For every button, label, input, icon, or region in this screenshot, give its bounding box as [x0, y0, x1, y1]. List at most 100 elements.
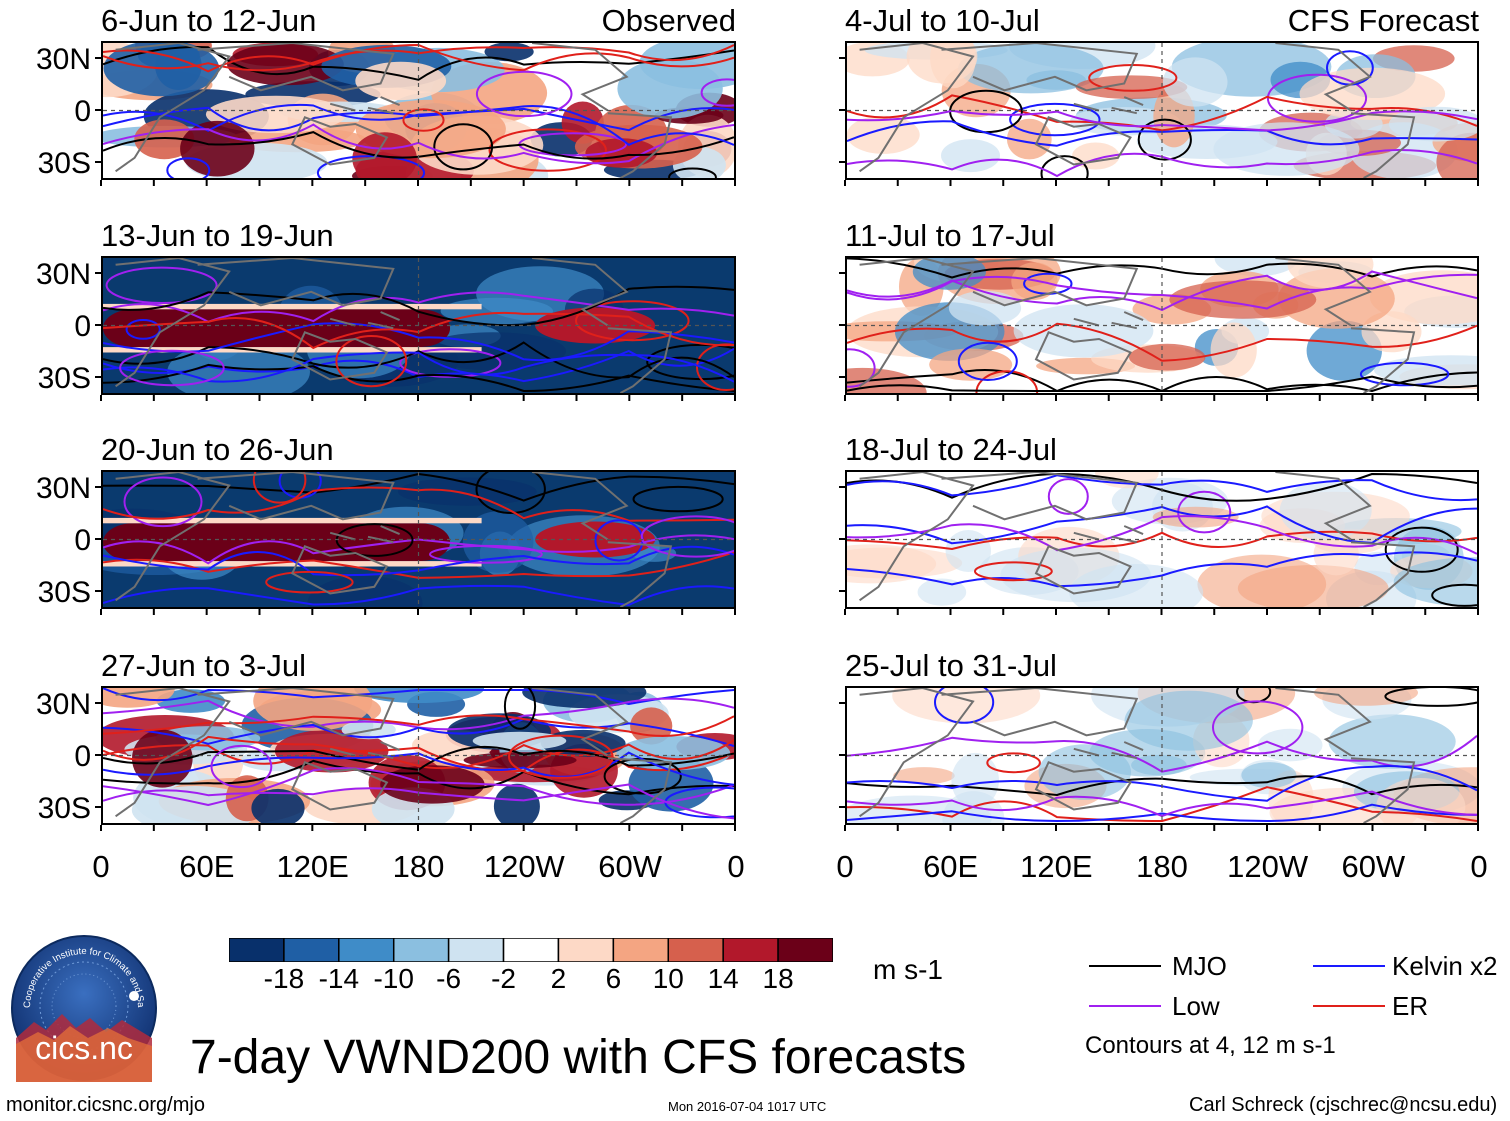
- land-outline: [115, 688, 231, 818]
- land-outline: [607, 112, 673, 178]
- land-outline: [1073, 311, 1144, 330]
- colorbar-label: 18: [762, 963, 794, 994]
- land-outline: [115, 43, 231, 173]
- y-tick-label: 30S: [37, 792, 91, 825]
- x-tick-label: 180: [1136, 849, 1188, 884]
- footer-url: monitor.cicsnc.org/mjo: [6, 1094, 205, 1116]
- x-tick-label: 60W: [598, 849, 663, 884]
- panel-title-obs4: 27-Jun to 3-Jul: [101, 648, 307, 683]
- map-ticks: [839, 486, 1479, 615]
- land-outline: [1073, 741, 1144, 760]
- colorbar-units: m s-1: [873, 954, 943, 985]
- map-ticks: [839, 702, 1479, 831]
- land-outline: [1275, 472, 1372, 541]
- land-outline: [329, 96, 400, 115]
- land-outline: [290, 545, 389, 595]
- land-outline: [197, 688, 395, 737]
- colorbar-swatch: [283, 937, 340, 963]
- map-shading: [103, 258, 734, 393]
- land-outline: [115, 258, 231, 388]
- land-outline: [1034, 331, 1132, 381]
- map-shading: [103, 43, 734, 178]
- x-tick-label: 0: [727, 849, 745, 884]
- panel-title-fc3: 18-Jul to 24-Jul: [845, 432, 1057, 467]
- land-outline: [859, 472, 975, 602]
- land-outline: [329, 311, 400, 330]
- land-outline: [1034, 545, 1132, 595]
- legend-line-mjo: [1089, 965, 1161, 967]
- map-panel-obs4: [101, 686, 736, 825]
- colorbar-swatch: [777, 937, 834, 963]
- map-shading: [847, 258, 1477, 393]
- land-outline: [607, 327, 673, 393]
- logo-wordmark: cics.nc: [35, 1030, 133, 1066]
- x-tick-label: 120W: [483, 849, 565, 884]
- y-tick-label: 0: [74, 524, 91, 557]
- map-shading: [847, 688, 1477, 823]
- map-shading: [847, 472, 1477, 607]
- land-outline: [1350, 541, 1416, 607]
- land-outline: [1275, 688, 1372, 757]
- land-outline: [197, 472, 395, 521]
- y-tick-label: 0: [74, 95, 91, 128]
- logo-graphic: Cooperative Institute for Climate and Sa…: [7, 926, 157, 1082]
- colorbar-swatch: [557, 937, 615, 963]
- panel-title-fc4: 25-Jul to 31-Jul: [845, 648, 1057, 683]
- land-outline: [1034, 116, 1132, 166]
- map-panel-obs3: [101, 470, 736, 609]
- x-tick-label: 0: [92, 849, 110, 884]
- panel-title-fc2: 11-Jul to 17-Jul: [845, 218, 1055, 253]
- y-tick-label: 0: [74, 310, 91, 343]
- land-outline: [1275, 43, 1372, 112]
- map-ticks: [839, 272, 1479, 401]
- panel-title-fc1: 4-Jul to 10-Jul: [845, 3, 1040, 38]
- land-outline: [531, 472, 629, 541]
- land-outline: [1073, 525, 1144, 544]
- legend-label-kelvin: Kelvin x2: [1392, 951, 1498, 981]
- land-outline: [607, 541, 673, 607]
- land-outline: [1350, 327, 1416, 393]
- colorbar-swatch: [338, 937, 395, 963]
- x-tick-label: 60W: [1341, 849, 1406, 884]
- map-ticks: [839, 57, 1479, 186]
- land-outline: [941, 688, 1139, 737]
- panel-title-obs3: 20-Jun to 26-Jun: [101, 432, 334, 467]
- y-tick-label: 30S: [37, 576, 91, 609]
- x-tick-label: 180: [392, 849, 445, 884]
- colorbar-label: -2: [491, 963, 516, 994]
- legend-label-er: ER: [1392, 991, 1429, 1021]
- land-outline: [531, 43, 629, 112]
- colorbar-label: 6: [605, 963, 622, 994]
- main-title: 7-day VWND200 with CFS forecasts: [190, 1031, 967, 1084]
- colorbar-label: 14: [707, 963, 739, 994]
- legend-label-low: Low: [1172, 991, 1220, 1021]
- land-outline: [329, 741, 400, 760]
- map-ticks: [95, 486, 736, 615]
- y-tick-label: 0: [74, 740, 91, 773]
- land-outline: [1034, 761, 1132, 811]
- colorbar-label: 10: [652, 963, 684, 994]
- land-outline: [115, 472, 231, 602]
- colorbar-label: 2: [550, 963, 567, 994]
- legend-line-er: [1313, 1005, 1385, 1007]
- panel-title-obs1: 6-Jun to 12-Jun: [101, 3, 317, 38]
- map-panel-fc4: [845, 686, 1479, 825]
- panel-tag-obs1: Observed: [601, 3, 736, 38]
- map-ticks: [95, 702, 736, 831]
- colorbar-swatch: [392, 937, 450, 963]
- land-outline: [531, 258, 629, 327]
- land-outline: [1350, 757, 1416, 823]
- colorbar-label: -14: [318, 963, 360, 994]
- land-outline: [859, 688, 975, 818]
- land-outline: [1073, 96, 1144, 115]
- land-outline: [329, 525, 400, 544]
- x-tick-label: 120E: [1020, 849, 1093, 884]
- footer-author: Carl Schreck (cjschrec@ncsu.edu): [1189, 1094, 1498, 1116]
- x-tick-label: 0: [1470, 849, 1488, 884]
- map-panel-fc2: [845, 256, 1479, 395]
- y-tick-label: 30S: [37, 147, 91, 180]
- colorbar-swatches: [228, 937, 834, 963]
- footer-timestamp: Mon 2016-07-04 1017 UTC: [668, 1099, 827, 1114]
- map-ticks: [95, 272, 736, 401]
- x-tick-label: 60E: [179, 849, 235, 884]
